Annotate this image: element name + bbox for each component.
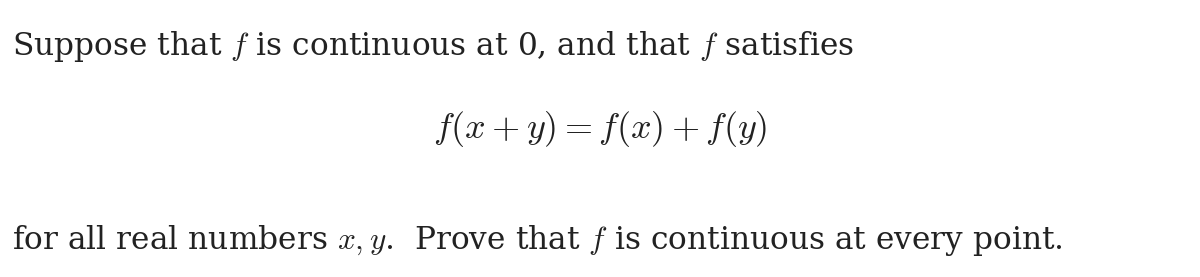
- Text: $f(x+y) = f(x) + f(y)$: $f(x+y) = f(x) + f(y)$: [433, 109, 767, 149]
- Text: Suppose that $f$ is continuous at 0, and that $f$ satisfies: Suppose that $f$ is continuous at 0, and…: [12, 29, 854, 64]
- Text: for all real numbers $x, y$.  Prove that $f$ is continuous at every point.: for all real numbers $x, y$. Prove that …: [12, 223, 1063, 258]
